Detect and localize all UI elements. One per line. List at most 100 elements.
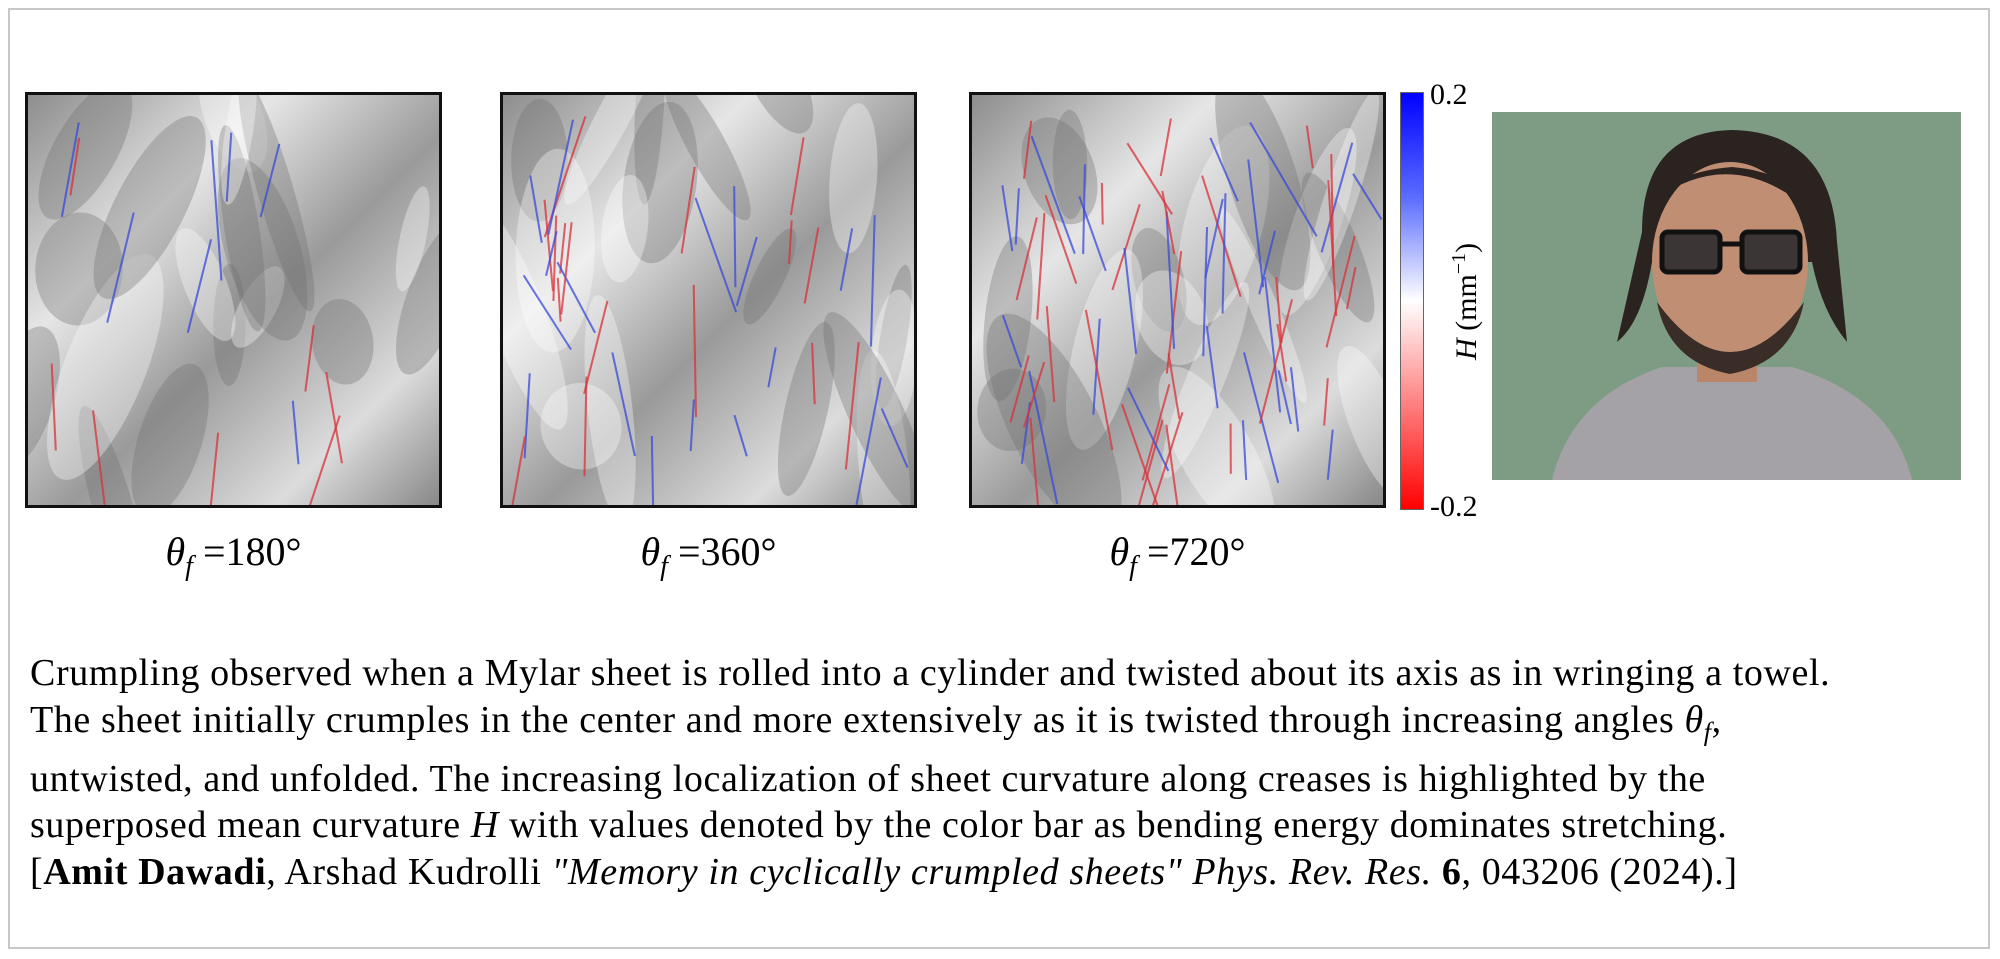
figure-frame xyxy=(8,8,1990,949)
sheet-shading xyxy=(35,212,123,326)
crease-line xyxy=(1121,403,1159,505)
crease-line xyxy=(291,400,300,465)
sheet-shading xyxy=(983,236,1033,402)
theta-symbol: θ xyxy=(1684,698,1704,741)
crease-line xyxy=(552,215,558,301)
crease-line xyxy=(1305,125,1314,169)
crease-line xyxy=(611,352,636,457)
crease-line xyxy=(1201,175,1242,297)
curvature-symbol: H xyxy=(1450,338,1483,360)
citation-details: , 043206 (2024).] xyxy=(1461,850,1738,893)
colorbar-max-label: 0.2 xyxy=(1430,78,1468,111)
crease-line xyxy=(304,325,315,392)
crease-line xyxy=(855,377,882,505)
sheet-render xyxy=(503,95,914,505)
sheet-shading xyxy=(584,294,636,505)
sheet-shading xyxy=(540,383,622,470)
sheet-shading xyxy=(78,405,152,505)
sheet-surface xyxy=(503,95,914,505)
reference-line: [Amit Dawadi, Arshad Kudrolli "Memory in… xyxy=(30,849,1970,896)
caption-text: , xyxy=(1711,698,1722,741)
sheet-shading xyxy=(741,95,814,134)
crease-line xyxy=(1165,424,1179,505)
crease-line xyxy=(1009,355,1030,423)
crease-line xyxy=(259,143,281,218)
crease-line xyxy=(1015,217,1038,301)
crease-line xyxy=(1275,277,1283,343)
crease-line xyxy=(803,227,820,304)
crease-line xyxy=(1001,185,1014,252)
crease-line xyxy=(547,119,575,235)
crease-line xyxy=(1258,299,1294,424)
panel-label-180: θf =180° xyxy=(25,528,442,583)
sheet-shading xyxy=(663,95,751,221)
crease-line xyxy=(1165,211,1176,349)
crease-line xyxy=(1045,306,1056,403)
crease-line xyxy=(559,223,567,274)
crease-line xyxy=(1159,118,1172,177)
sheet-shading xyxy=(1278,127,1357,316)
sheet-shading xyxy=(977,368,1047,452)
crease-line xyxy=(545,230,558,277)
unit: (mm xyxy=(1450,274,1483,339)
sheet-shading xyxy=(1161,282,1250,479)
author-photo xyxy=(1492,112,1961,480)
sheet-shading xyxy=(1065,249,1143,450)
crease-line xyxy=(1241,420,1248,480)
crease-line xyxy=(767,347,777,388)
sheet-shading xyxy=(198,95,268,173)
sheet-shading xyxy=(564,95,664,205)
crease-line xyxy=(1141,384,1171,481)
coauthor: , Arshad Kudrolli xyxy=(266,850,552,893)
sheet-shading xyxy=(777,321,835,496)
crease-line xyxy=(839,228,854,292)
crease-line xyxy=(1320,142,1354,253)
crumpled-sheet-image-720 xyxy=(969,92,1386,508)
sheet-shading xyxy=(221,95,258,205)
subscript: f xyxy=(185,551,193,582)
crease-line xyxy=(869,215,876,347)
subscript: f xyxy=(1129,551,1137,582)
crease-line xyxy=(787,220,793,265)
sheet-shading xyxy=(601,174,649,283)
crease-line xyxy=(1277,370,1292,425)
crease-line xyxy=(1249,121,1318,237)
crease-line xyxy=(69,137,81,196)
crease-line xyxy=(209,432,220,505)
crease-line xyxy=(1327,180,1338,317)
theta-symbol: θ xyxy=(640,529,661,574)
person-portrait xyxy=(1552,130,1912,480)
crease-line xyxy=(733,414,748,457)
crease-line xyxy=(1082,164,1086,255)
crease-line xyxy=(106,212,135,323)
crease-line xyxy=(689,399,695,452)
crease-line xyxy=(1326,429,1334,480)
crease-line xyxy=(1221,193,1227,314)
sheet-shading xyxy=(875,264,912,409)
sheet-shading xyxy=(238,95,315,312)
crease-line xyxy=(1247,159,1265,288)
caption-text: with values denoted by the color bar as … xyxy=(498,804,1728,847)
crease-line xyxy=(1023,361,1046,428)
curvature-symbol: H xyxy=(470,804,499,847)
sheet-shading xyxy=(213,263,246,386)
crease-line xyxy=(1084,309,1114,451)
sheet-shading xyxy=(856,350,911,505)
caption-text: The sheet initially crumples in the cent… xyxy=(30,698,1685,741)
crease-line xyxy=(522,274,572,351)
crease-line xyxy=(523,373,531,459)
sheet-shading xyxy=(1301,172,1375,323)
crease-line xyxy=(1127,387,1170,472)
sheet-shading xyxy=(829,103,878,254)
crease-line xyxy=(543,199,554,292)
crease-line xyxy=(1044,194,1078,284)
sheet-shading xyxy=(175,228,236,342)
sheet-shading xyxy=(28,326,60,471)
colorbar-min-label: -0.2 xyxy=(1430,490,1478,523)
crease-line xyxy=(1152,411,1184,505)
sheet-shading xyxy=(395,186,430,292)
crease-line xyxy=(583,376,588,477)
crease-line xyxy=(880,408,909,469)
sheet-shading xyxy=(743,228,797,325)
crease-line xyxy=(692,284,698,418)
